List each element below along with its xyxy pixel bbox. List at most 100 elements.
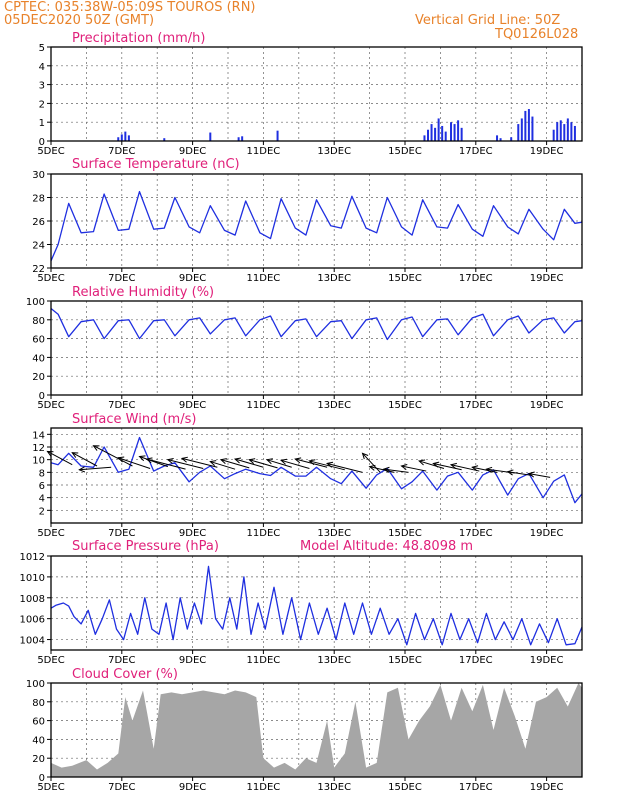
wind-wind-arrow-head [92,445,100,451]
cloud-ytick-label: 40 [32,735,45,746]
wind-ytick-label: 4 [39,494,45,505]
wind-ytick-label: 14 [32,430,45,441]
wind-wind-arrow [266,459,292,468]
pressure-xtick-label: 9DEC [179,655,206,666]
cloud-ytick-label: 20 [32,754,45,765]
temperature-xtick-label: 19DEC [530,273,564,284]
wind-wind-arrow-head [527,471,535,478]
cloud-xtick-label: 9DEC [179,782,206,793]
humidity-xtick-label: 11DEC [247,400,281,411]
precipitation-bar [510,137,513,141]
wind-wind-arrow [528,473,551,478]
wind-wind-arrow [433,462,462,471]
humidity-ytick-label: 80 [32,316,45,327]
humidity-ytick-label: 40 [32,353,45,364]
cloud-xtick-label: 13DEC [317,782,351,793]
humidity-title: Relative Humidity (%) [72,285,214,300]
header-grid-note: Vertical Grid Line: 50Z [415,13,560,28]
cloud-panel: 0 20 40 60 80 100 5DEC 7DEC 9DEC 11DEC 13DEC 15DEC 1… [26,679,583,793]
wind-xtick-label: 5DEC [37,528,64,539]
precipitation-bar [496,135,499,141]
precipitation-bar [499,138,502,141]
temperature-xtick-label: 9DEC [179,273,206,284]
temperature-ytick-label: 22 [32,264,45,275]
temperature-ytick-label: 26 [32,217,45,228]
temperature-xtick-label: 15DEC [388,273,422,284]
wind-wind-arrow [210,461,236,470]
wind-wind-arrow-head [449,462,457,469]
cloud-xtick-label: 15DEC [388,782,422,793]
wind-wind-arrow-head [265,458,273,465]
wind-wind-arrow [220,459,250,469]
cloud-xtick-label: 7DEC [108,782,135,793]
header-code: TQ0126L028 [494,27,578,42]
wind-series-line [50,436,583,504]
cloud-frame [50,682,583,778]
wind-wind-arrow [139,456,168,468]
precipitation-bar [430,124,433,141]
precipitation-xtick-label: 17DEC [459,146,493,157]
wind-wind-arrow-head [209,460,217,467]
wind-ytick-label: 8 [39,468,45,479]
pressure-ytick-label: 1008 [20,594,45,605]
wind-ytick-label: 6 [39,481,45,492]
wind-wind-arrow [79,466,112,471]
humidity-ytick-label: 0 [39,391,45,402]
temperature-xtick-label: 17DEC [459,273,493,284]
precipitation-bar [434,127,437,141]
wind-wind-arrow-head [308,459,316,466]
precipitation-xtick-label: 15DEC [388,146,422,157]
wind-wind-arrow-head [138,455,146,462]
precipitation-bar [241,136,244,141]
wind-wind-arrow-head [400,464,408,471]
humidity-xtick-label: 17DEC [459,400,493,411]
precipitation-bar [124,131,127,141]
precipitation-bar [453,124,456,141]
cloud-ytick-label: 60 [32,717,45,728]
wind-wind-arrow [118,457,151,470]
precipitation-bar [552,129,555,141]
pressure-xtick-label: 17DEC [459,655,493,666]
wind-xtick-label: 19DEC [530,528,564,539]
wind-wind-arrow [234,458,264,468]
precipitation-bar [209,132,212,141]
wind-wind-arrow-head [368,464,376,471]
wind-wind-arrow [507,471,533,476]
precipitation-bar [457,120,460,141]
precipitation-title: Precipitation (mm/h) [72,31,205,46]
precipitation-bar [524,110,527,141]
precipitation-bar [120,134,123,141]
precipitation-bar [527,109,530,141]
humidity-series-line [50,307,583,341]
wind-wind-arrow-head [166,457,174,464]
humidity-ytick-label: 100 [26,297,45,308]
temperature-ytick-label: 28 [32,194,45,205]
precipitation-xtick-label: 5DEC [37,146,64,157]
wind-wind-arrow-head [326,461,334,468]
wind-wind-arrow-head [78,466,86,473]
wind-wind-arrow-head [506,469,514,476]
precipitation-bar [450,122,453,141]
wind-wind-arrow [93,445,133,467]
wind-wind-arrow-head [485,466,493,473]
wind-wind-arrow [326,462,363,473]
cloud-xtick-label: 5DEC [37,782,64,793]
pressure-frame [50,555,583,651]
pressure-xtick-label: 15DEC [388,655,422,666]
wind-xtick-label: 9DEC [179,528,206,539]
precipitation-bar [117,137,120,141]
wind-wind-arrow [295,458,328,468]
pressure-xtick-label: 7DEC [108,655,135,666]
wind-wind-arrow-head [294,457,302,464]
pressure-ytick-label: 1006 [20,615,45,626]
wind-wind-arrow-head [432,461,440,468]
precipitation-bar [563,124,566,141]
precipitation-bar [570,122,573,141]
precipitation-xtick-label: 9DEC [179,146,206,157]
precipitation-ytick-label: 5 [39,43,45,54]
cloud-area [51,683,582,777]
wind-wind-arrow-head [145,457,153,464]
pressure-panel: 1004 1006 1008 1010 1012 5DEC 7DEC 9DEC 11DEC 13D… [20,552,583,666]
wind-xtick-label: 13DEC [317,528,351,539]
precipitation-bar [127,135,130,141]
